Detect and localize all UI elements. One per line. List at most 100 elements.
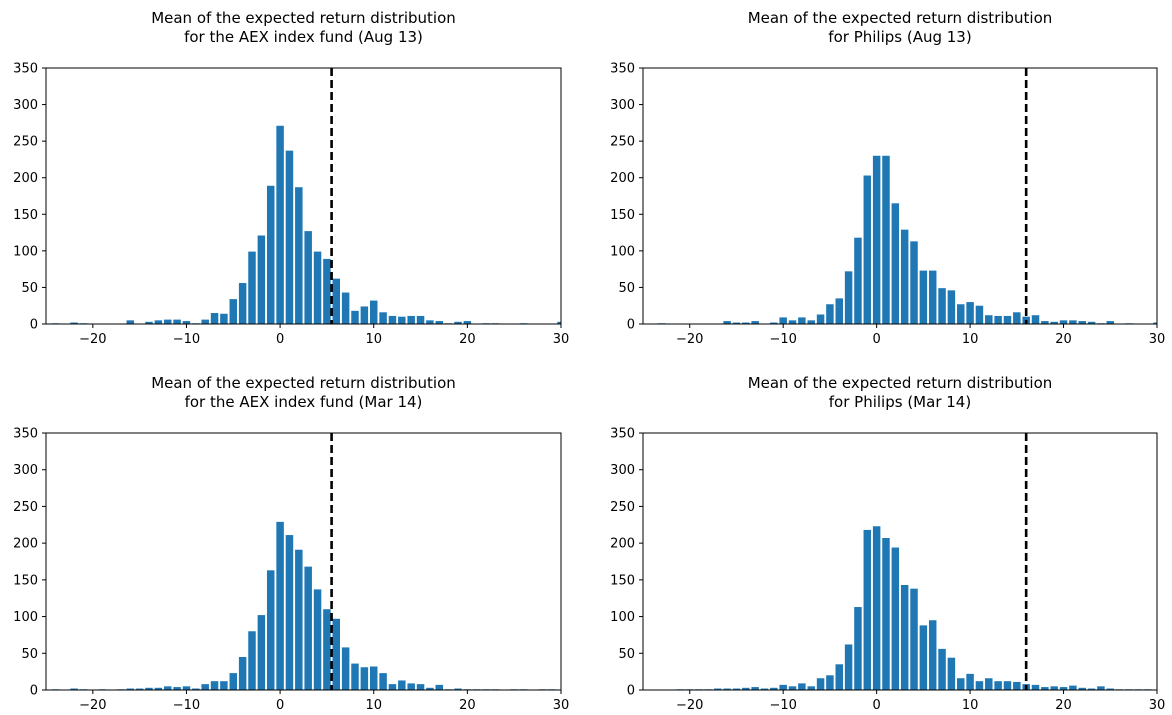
bar-aex-mar14--13 <box>154 687 163 690</box>
bar-aex-aug13-30 <box>557 321 561 324</box>
bar-aex-mar14--7 <box>210 681 219 690</box>
xtick-label-aex-aug13--20: −20 <box>79 332 106 347</box>
ytick-label-philips-mar14-0: 0 <box>627 684 635 699</box>
bar-aex-aug13--12 <box>163 319 172 324</box>
xtick-label-philips-mar14-0: 0 <box>872 698 880 713</box>
bar-aex-mar14-12 <box>388 684 397 690</box>
xtick-label-aex-aug13-10: 10 <box>365 332 382 347</box>
chart-title-aex-mar14-line1: Mean of the expected return distribution <box>151 374 456 392</box>
bar-aex-mar14-0 <box>276 521 284 690</box>
subplot-philips-mar14: Mean of the expected return distribution… <box>610 374 1165 713</box>
bar-aex-mar14-13 <box>398 680 406 690</box>
bar-aex-aug13--14 <box>145 321 153 324</box>
bar-aex-mar14--22 <box>70 688 78 690</box>
bar-aex-aug13--1 <box>266 185 275 324</box>
ytick-label-aex-aug13-100: 100 <box>13 244 38 259</box>
xtick-label-philips-aug13--20: −20 <box>676 332 703 347</box>
ytick-label-aex-mar14-0: 0 <box>30 684 38 699</box>
bar-philips-aug13--6 <box>816 314 825 324</box>
bar-philips-mar14-23 <box>1087 688 1096 690</box>
chart-title-aex-mar14-line2: for the AEX index fund (Mar 14) <box>185 393 423 411</box>
bar-philips-aug13--9 <box>788 320 797 324</box>
ytick-label-aex-mar14-50: 50 <box>21 647 38 662</box>
bar-aex-mar14--9 <box>192 688 200 690</box>
axes-frame-philips-aug13 <box>642 67 1158 325</box>
xtick-label-aex-mar14-20: 20 <box>459 698 476 713</box>
bar-philips-aug13-12 <box>985 315 993 324</box>
xtick-label-philips-mar14--10: −10 <box>769 698 796 713</box>
bar-philips-mar14-10 <box>966 673 974 690</box>
chart-title-philips-mar14-line1: Mean of the expected return distribution <box>748 374 1053 392</box>
bar-philips-aug13-21 <box>1069 320 1077 324</box>
xtick-label-aex-mar14-0: 0 <box>276 698 284 713</box>
bar-philips-mar14--13 <box>751 687 759 690</box>
xtick-label-philips-aug13-20: 20 <box>1055 332 1072 347</box>
bar-aex-mar14-9 <box>360 667 369 690</box>
bar-philips-aug13-17 <box>1031 315 1040 324</box>
bar-aex-mar14--1 <box>266 570 275 690</box>
bar-aex-aug13--4 <box>238 283 247 324</box>
xtick-label-philips-aug13-0: 0 <box>872 332 880 347</box>
bar-aex-aug13-16 <box>426 320 434 324</box>
ytick-label-aex-aug13-50: 50 <box>21 281 38 296</box>
bar-aex-aug13-10 <box>369 300 378 324</box>
bar-aex-mar14-11 <box>379 673 387 690</box>
bar-philips-aug13-0 <box>872 155 881 324</box>
ytick-label-aex-aug13-0: 0 <box>30 318 38 333</box>
bar-aex-mar14--5 <box>229 673 238 690</box>
bar-aex-aug13--22 <box>70 322 78 324</box>
bar-aex-aug13-1 <box>285 150 294 324</box>
bar-philips-mar14-19 <box>1050 686 1058 690</box>
bar-philips-mar14--9 <box>788 686 797 690</box>
bars-aex-mar14 <box>51 521 556 690</box>
bar-aex-mar14--14 <box>145 687 153 690</box>
xtick-label-philips-mar14-10: 10 <box>962 698 979 713</box>
bar-philips-aug13--5 <box>826 304 834 324</box>
bar-aex-mar14-10 <box>369 666 378 690</box>
bar-philips-aug13-20 <box>1059 320 1068 324</box>
bar-aex-aug13--5 <box>229 299 238 324</box>
bar-aex-aug13--13 <box>154 320 163 324</box>
bar-aex-aug13-17 <box>435 321 444 324</box>
bar-aex-aug13--10 <box>182 321 191 324</box>
bar-aex-mar14-7 <box>341 647 350 690</box>
ytick-label-philips-mar14-100: 100 <box>610 610 635 625</box>
bar-philips-aug13--13 <box>751 321 759 324</box>
xtick-label-philips-aug13--10: −10 <box>769 332 796 347</box>
bar-philips-mar14-21 <box>1069 685 1077 690</box>
bar-aex-aug13-4 <box>313 251 322 324</box>
bar-philips-mar14--5 <box>826 675 834 690</box>
bars-aex-aug13 <box>51 125 561 324</box>
bar-philips-aug13-25 <box>1106 321 1115 324</box>
bar-philips-aug13-18 <box>1041 321 1049 324</box>
bar-philips-mar14--16 <box>723 688 731 690</box>
bar-philips-aug13-4 <box>910 241 918 324</box>
bar-philips-mar14--2 <box>854 607 862 690</box>
bar-philips-aug13--4 <box>835 298 843 324</box>
bar-aex-mar14--8 <box>201 684 209 690</box>
bar-philips-aug13-1 <box>882 155 890 324</box>
bar-aex-aug13--11 <box>173 319 181 324</box>
bar-philips-mar14--6 <box>816 678 825 690</box>
bar-aex-mar14-3 <box>304 566 312 690</box>
bar-aex-aug13-11 <box>379 312 387 324</box>
bar-philips-mar14--15 <box>732 688 741 690</box>
bar-philips-mar14-7 <box>938 648 946 690</box>
chart-title-philips-mar14-line2: for Philips (Mar 14) <box>829 393 971 411</box>
bar-philips-mar14-8 <box>947 657 956 690</box>
bar-aex-aug13-14 <box>407 315 415 324</box>
bar-philips-mar14-1 <box>882 538 890 690</box>
bar-philips-aug13-9 <box>957 304 965 324</box>
xtick-label-aex-aug13-30: 30 <box>553 332 570 347</box>
bar-aex-mar14-8 <box>351 663 359 690</box>
ytick-label-philips-aug13-200: 200 <box>610 171 635 186</box>
bar-aex-aug13--2 <box>257 235 266 324</box>
ytick-label-philips-aug13-100: 100 <box>610 244 635 259</box>
bar-aex-aug13-0 <box>276 125 284 324</box>
subplot-philips-aug13: Mean of the expected return distribution… <box>610 9 1165 347</box>
bar-aex-mar14--16 <box>126 688 135 690</box>
bar-aex-mar14-16 <box>426 687 434 690</box>
bar-aex-aug13--16 <box>126 320 135 324</box>
bar-philips-mar14-3 <box>900 585 909 690</box>
ytick-label-aex-mar14-100: 100 <box>13 610 38 625</box>
